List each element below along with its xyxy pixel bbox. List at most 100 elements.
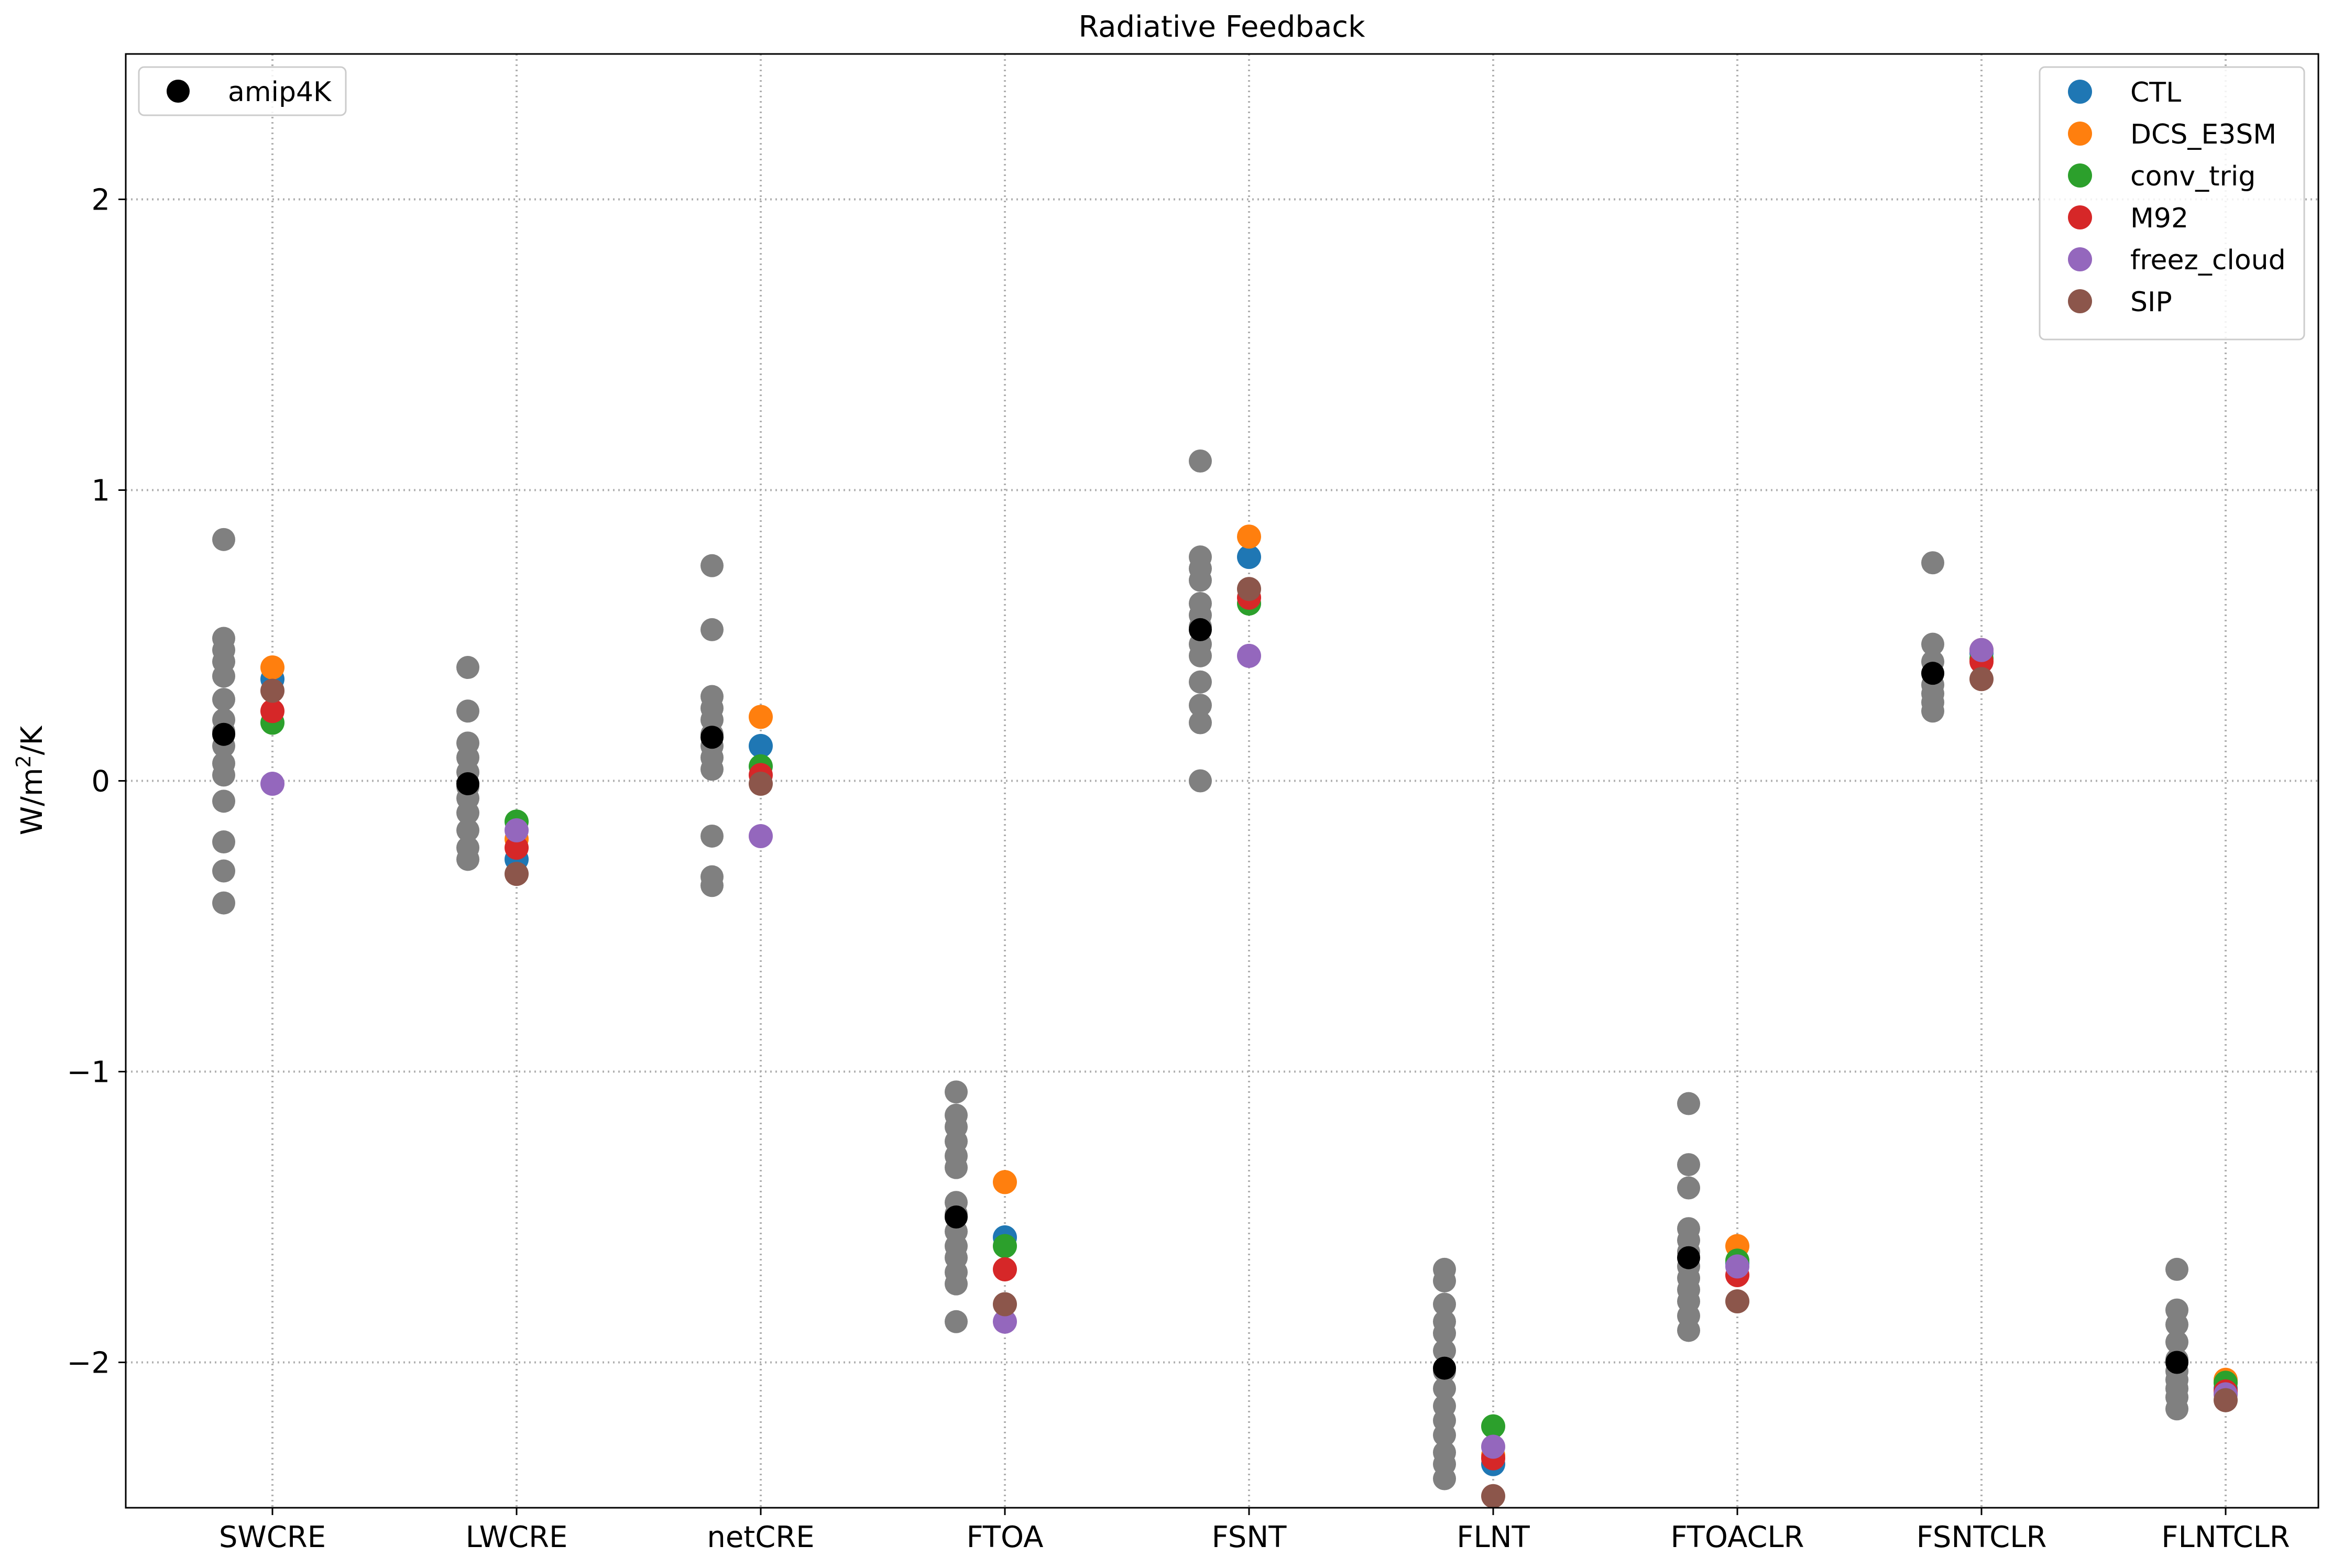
gray-point [212, 891, 235, 915]
gray-point [700, 618, 724, 641]
point-freez_cloud [749, 824, 773, 848]
point-dcs_e3sm [260, 655, 284, 680]
legend-ref-box [138, 66, 347, 116]
gray-point [700, 758, 724, 781]
series-points [260, 524, 2238, 1508]
point-conv_trig [993, 1234, 1017, 1258]
axes [118, 53, 2319, 1515]
legend-marker-amip4k [167, 80, 190, 103]
gray-point [456, 818, 479, 842]
gray-point [2165, 1313, 2188, 1336]
gray-point [1433, 1423, 1456, 1447]
gray-point [700, 874, 724, 897]
point-amip4k [212, 722, 235, 746]
point-dcs_e3sm [749, 705, 773, 729]
gray-point [945, 1310, 968, 1333]
gray-point [456, 699, 479, 723]
point-dcs_e3sm [993, 1170, 1017, 1194]
legend-label-amip4k: amip4K [228, 76, 332, 108]
point-sip [993, 1292, 1017, 1317]
gray-point [1189, 568, 1212, 592]
gray-point [456, 848, 479, 871]
point-sip [505, 862, 529, 886]
gray-point [945, 1272, 968, 1296]
legend-reference: amip4K [138, 66, 347, 116]
legend-label-sip: SIP [2130, 287, 2172, 318]
x-tick-label: SWCRE [219, 1520, 326, 1554]
x-tick-label: FLNTCLR [2161, 1520, 2290, 1554]
point-m92 [505, 836, 529, 860]
legend-marker-conv_trig [2068, 163, 2092, 188]
point-amip4k [700, 726, 724, 749]
gray-point [1189, 449, 1212, 473]
legend-label-m92: M92 [2130, 203, 2188, 234]
legend-label-dcs_e3sm: DCS_E3SM [2130, 119, 2276, 150]
gray-point [1433, 1467, 1456, 1490]
point-sip [1237, 577, 1261, 601]
point-sip [260, 678, 284, 703]
gray-point [1433, 1292, 1456, 1316]
gray-point [1189, 769, 1212, 793]
legend-marker-sip [2068, 289, 2092, 313]
y-tick-label: 2 [91, 183, 110, 217]
gray-point [700, 824, 724, 848]
gray-point [1189, 711, 1212, 734]
gray-point [212, 688, 235, 711]
gray-point [212, 790, 235, 813]
point-amip4k [1189, 618, 1212, 641]
point-amip4k [945, 1205, 968, 1229]
x-tick-label: LWCRE [466, 1520, 568, 1554]
y-axis-label-sup: 2 [12, 755, 35, 767]
gray-point [1433, 1339, 1456, 1363]
point-dcs_e3sm [1237, 524, 1261, 549]
x-tick-label: FTOA [967, 1520, 1044, 1554]
gray-point [212, 830, 235, 854]
gray-point [456, 801, 479, 825]
x-tick-label: FTOACLR [1670, 1520, 1804, 1554]
point-sip [1725, 1289, 1749, 1313]
point-amip4k [1921, 662, 1944, 685]
point-freez_cloud [1725, 1254, 1749, 1279]
gray-point [212, 859, 235, 883]
point-amip4k [456, 772, 479, 796]
y-axis-label-tail: /K [15, 725, 49, 755]
legend-label-ctl: CTL [2130, 77, 2181, 108]
gray-point [212, 664, 235, 688]
gray-point [2165, 1397, 2188, 1421]
legend-series-box [2039, 66, 2305, 341]
point-freez_cloud [505, 818, 529, 842]
point-m92 [993, 1257, 1017, 1281]
gray-point [1921, 632, 1944, 656]
point-sip [1969, 667, 1994, 692]
x-tick-label: FLNT [1457, 1520, 1530, 1554]
x-tick-label: netCRE [707, 1520, 814, 1554]
gray-point [1677, 1176, 1700, 1200]
gray-point [945, 1156, 968, 1179]
gray-point [1677, 1092, 1700, 1115]
y-axis-label-base: W/m [15, 767, 49, 835]
point-freez_cloud [1481, 1434, 1505, 1459]
legend-series: CTL DCS_E3SM conv_trig M92 freez_cloud SIP [2039, 66, 2305, 341]
y-tick-label: −1 [67, 1056, 110, 1090]
point-freez_cloud [260, 772, 284, 796]
point-sip [1481, 1484, 1505, 1508]
gray-point [1433, 1322, 1456, 1345]
y-tick-label: 1 [91, 474, 110, 508]
y-tick-label: −2 [67, 1346, 110, 1380]
point-sip [749, 772, 773, 796]
gray-point [1189, 694, 1212, 717]
legend-marker-ctl [2068, 80, 2092, 104]
gray-point [2165, 1257, 2188, 1281]
point-sip [2214, 1388, 2238, 1412]
y-tick-label: 0 [91, 765, 110, 799]
gray-point [1677, 1319, 1700, 1342]
legend-marker-freez_cloud [2068, 247, 2092, 271]
point-freez_cloud [993, 1309, 1017, 1334]
point-conv_trig [1481, 1414, 1505, 1439]
point-amip4k [1433, 1356, 1456, 1380]
tick-labels: 2 1 0 −1 −2 SWCRE LWCRE netCRE FTOA FSNT FLNT FTOAC… [67, 183, 2290, 1555]
gray-point [212, 763, 235, 787]
y-axis-label: W/m2/K [12, 725, 49, 835]
amip4k-points [212, 618, 2188, 1380]
